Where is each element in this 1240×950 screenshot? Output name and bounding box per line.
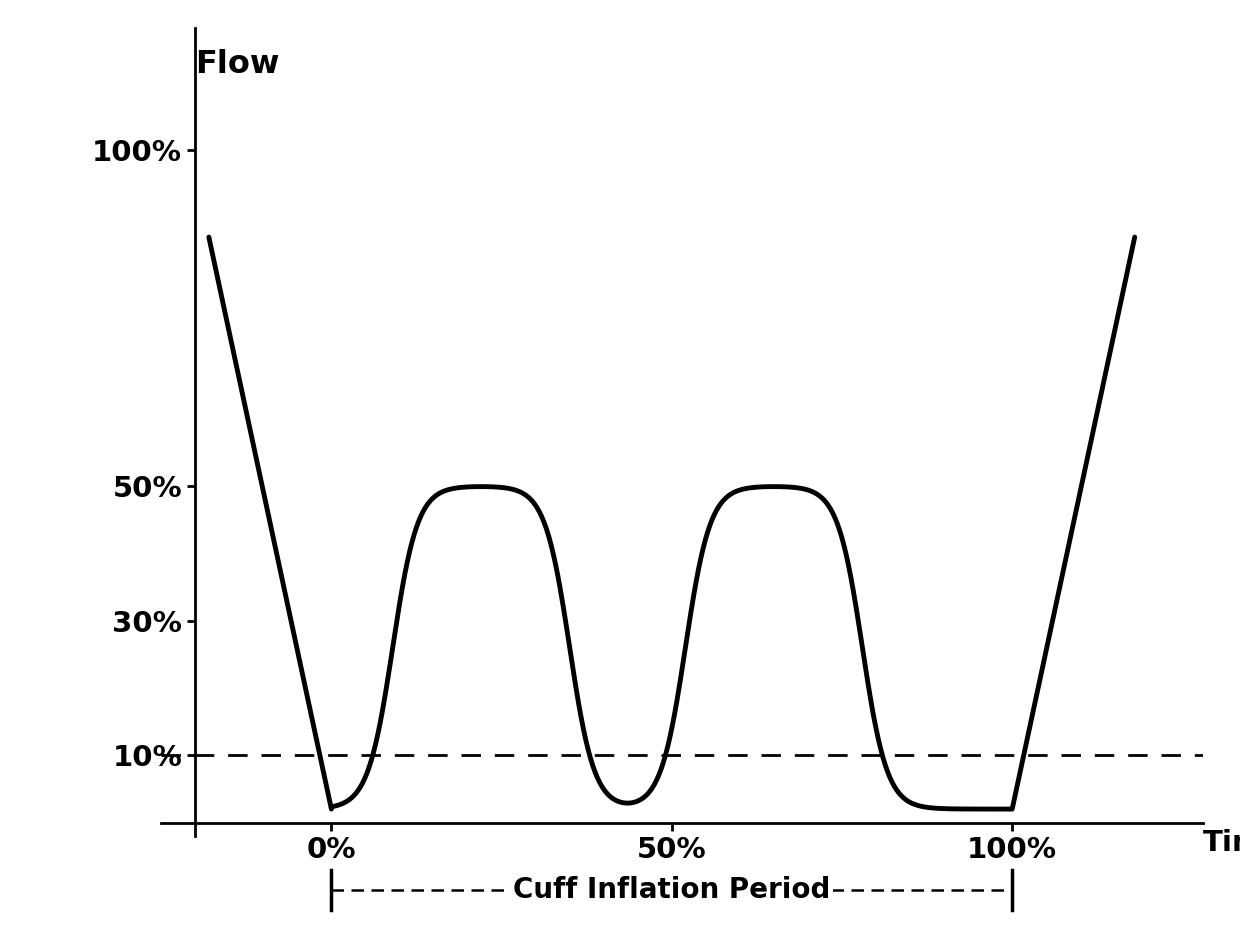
Text: Flow: Flow	[195, 48, 280, 80]
Text: Time: Time	[1203, 829, 1240, 857]
Text: Cuff Inflation Period: Cuff Inflation Period	[513, 876, 831, 903]
